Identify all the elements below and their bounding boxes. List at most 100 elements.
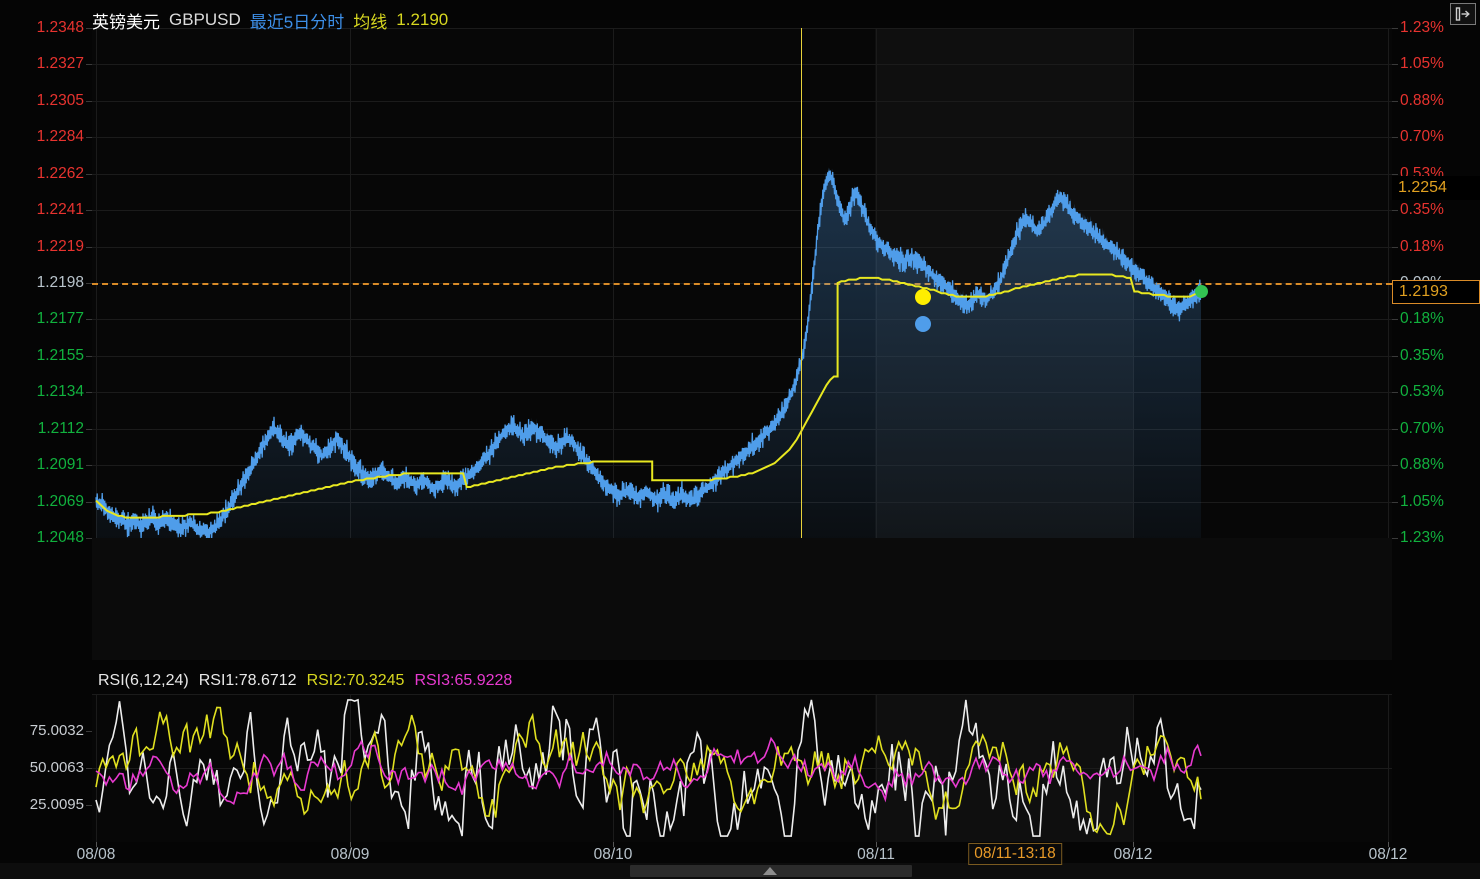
percent-axis-tick: 1.05%	[1400, 492, 1444, 510]
instrument-code: GBPUSD	[169, 10, 241, 29]
rsi3-value: RSI3:65.9228	[414, 672, 513, 689]
chart-header: 英镑美元 GBPUSD 最近5日分时 均线 1.2190	[92, 8, 448, 32]
axis-tickmark	[1133, 842, 1134, 847]
percent-axis-tick: 0.88%	[1400, 456, 1444, 474]
time-axis-label: 08/11	[857, 846, 895, 863]
percent-axis-tick: 1.23%	[1400, 529, 1444, 546]
moving-average-line	[95, 273, 1202, 519]
gridline	[92, 64, 1392, 65]
last-price-marker	[1195, 285, 1208, 298]
gridline	[92, 319, 1392, 320]
price-axis-tick: 1.2069	[36, 492, 84, 510]
axis-tickmark	[1392, 392, 1398, 394]
percent-axis-tick: 0.70%	[1400, 128, 1444, 146]
time-axis-label: 08/09	[330, 846, 370, 863]
axis-tickmark	[1392, 428, 1398, 430]
gridline	[92, 28, 1392, 29]
price-axis-tick: 1.2241	[36, 201, 84, 219]
gridline	[92, 101, 1392, 102]
percent-axis-tick: 0.18%	[1400, 310, 1444, 328]
price-axis-tick: 1.2327	[36, 55, 84, 73]
price-axis-tick: 1.2155	[36, 346, 84, 364]
axis-tickmark	[86, 730, 92, 732]
percent-axis-tick: 0.35%	[1400, 201, 1444, 219]
price-axis-tick: 1.2348	[36, 19, 84, 36]
axis-tickmark	[86, 428, 92, 430]
time-axis-label: 08/12	[1113, 846, 1153, 863]
price-plot-lower-margin	[92, 538, 1392, 660]
axis-tickmark	[1392, 64, 1398, 66]
axis-tickmark	[86, 28, 92, 29]
price-axis-tick: 1.2091	[36, 456, 84, 474]
gridline	[350, 694, 351, 842]
gridline	[92, 768, 1392, 769]
axis-tickmark	[1392, 28, 1398, 29]
time-axis-label: 08/12	[1368, 846, 1408, 863]
axis-tickmark	[1392, 100, 1398, 102]
percent-axis-tick: 0.18%	[1400, 237, 1444, 255]
instrument-name: 英镑美元	[92, 12, 160, 32]
axis-tickmark	[1388, 842, 1389, 847]
rsi-title: RSI(6,12,24)	[98, 672, 189, 689]
axis-tickmark	[86, 392, 92, 394]
axis-tickmark	[1392, 355, 1398, 357]
gridline	[96, 694, 97, 842]
axis-tickmark	[1392, 173, 1398, 175]
price-axis-tick: 1.2134	[36, 383, 84, 401]
axis-tickmark	[86, 137, 92, 139]
period-label[interactable]: 最近5日分时	[249, 12, 345, 32]
price-chart-plot[interactable]	[92, 28, 1392, 538]
axis-tickmark	[86, 767, 92, 769]
axis-tickmark	[86, 210, 92, 212]
axis-tickmark	[1392, 465, 1398, 467]
crosshair-time-badge: 08/11-13:18	[968, 843, 1062, 865]
axis-tickmark	[1392, 319, 1398, 321]
axis-tickmark	[86, 173, 92, 175]
axis-tickmark	[86, 501, 92, 503]
gridline	[92, 429, 1392, 430]
gridline	[92, 392, 1392, 393]
gridline	[1388, 694, 1389, 842]
percent-axis-tick: 1.23%	[1400, 19, 1444, 36]
price-area-fill	[96, 167, 1201, 538]
axis-tickmark	[1392, 538, 1398, 539]
price-axis-left[interactable]: 1.2348 1.2327 1.2305 1.2284 1.2262 1.2241 1.22…	[0, 20, 92, 545]
ma-legend-label: 均线	[353, 12, 388, 32]
axis-tickmark	[86, 538, 92, 539]
axis-tickmark	[1392, 501, 1398, 503]
gridline	[92, 694, 1392, 695]
percent-axis-tick: 0.70%	[1400, 419, 1444, 437]
axis-tickmark	[613, 842, 614, 847]
price-axis-tick: 1.2219	[36, 237, 84, 255]
axis-tickmark	[1392, 246, 1398, 248]
axis-tickmark	[350, 842, 351, 847]
rsi-line-rsi3	[95, 736, 1202, 806]
last-price-badge: 1.2193	[1392, 279, 1480, 304]
price-axis-tick: 1.2198	[36, 274, 84, 291]
price-axis-tick: 1.2284	[36, 128, 84, 146]
price-axis-tick: 1.2112	[37, 419, 84, 437]
time-axis[interactable]: 08/11-13:18 08/08 08/09 08/10 08/11 08/12 08/…	[0, 842, 1480, 868]
axis-tickmark	[1392, 210, 1398, 212]
rsi-axis-tick: 50.0063	[29, 758, 84, 776]
axis-tickmark	[86, 355, 92, 357]
expand-panel-icon[interactable]	[1450, 3, 1476, 25]
time-axis-label: 08/08	[76, 846, 116, 863]
axis-tickmark	[86, 246, 92, 248]
price-crosshair-marker	[914, 315, 931, 332]
rsi2-value: RSI2:70.3245	[306, 672, 405, 689]
rsi-indicator-plot[interactable]	[92, 694, 1392, 842]
percent-axis-right[interactable]: 1.23%1.05%0.88%0.70%0.53%0.35%0.18%0.00%…	[1392, 20, 1480, 545]
scroll-caret-icon[interactable]	[763, 867, 777, 875]
gridline	[92, 210, 1392, 211]
axis-tickmark	[86, 64, 92, 66]
horizontal-scrollbar[interactable]	[0, 863, 1480, 879]
rsi1-value: RSI1:78.6712	[198, 672, 297, 689]
ma-legend-value: 1.2190	[396, 10, 449, 29]
percent-axis-tick: 1.05%	[1400, 55, 1444, 73]
gridline	[92, 247, 1392, 248]
axis-tickmark	[86, 804, 92, 806]
crosshair-price-badge: 1.2254	[1392, 175, 1480, 200]
gridline	[92, 174, 1392, 175]
